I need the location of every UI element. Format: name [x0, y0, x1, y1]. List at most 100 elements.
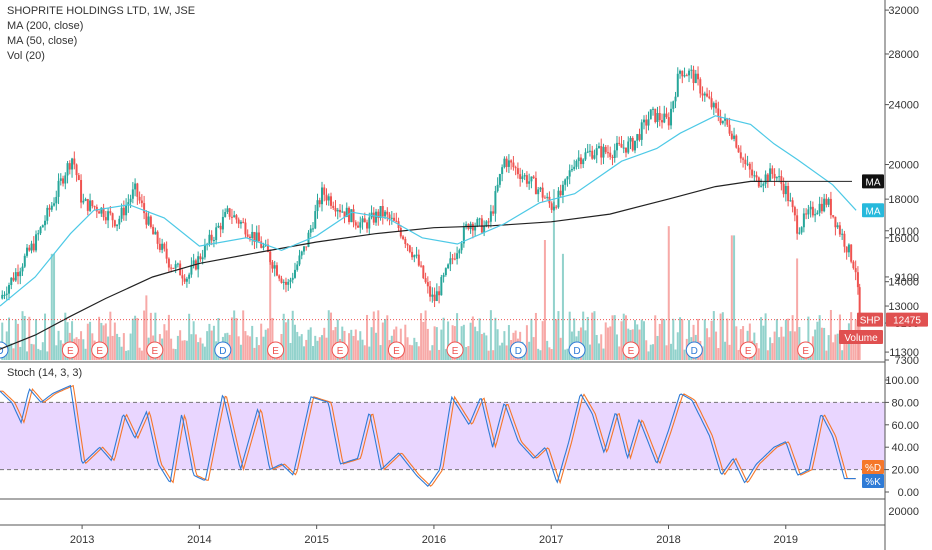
volume-bar: [735, 326, 738, 360]
candle-body: [291, 277, 294, 280]
candle-body: [474, 225, 477, 231]
candle-body: [746, 163, 749, 165]
volume-bar: [71, 321, 74, 360]
candle-body: [492, 211, 495, 214]
volume-bar: [426, 328, 429, 360]
volume-bar: [188, 313, 191, 360]
volume-bar: [796, 258, 799, 360]
volume-bar: [591, 312, 594, 360]
stoch-legend[interactable]: Stoch (14, 3, 3): [7, 367, 83, 379]
candle-body: [604, 146, 607, 153]
candle-body: [843, 233, 846, 247]
candle-body: [104, 217, 107, 221]
candle-body: [775, 177, 778, 179]
candle-body: [219, 225, 222, 230]
candle-body: [627, 141, 630, 153]
candle-body: [339, 209, 342, 213]
earnings-marker: [446, 341, 464, 359]
volume-bar: [289, 342, 292, 360]
volume-bar: [489, 310, 492, 360]
volume-bar: [354, 329, 357, 360]
candle-body: [321, 187, 324, 205]
candle-body: [368, 217, 371, 229]
candle-body: [631, 137, 634, 151]
event-marker-label: E: [96, 346, 103, 357]
volume-bar: [721, 312, 724, 360]
last-price-badge-text: 12475: [893, 316, 921, 327]
volume-bar: [100, 322, 103, 360]
candle-body: [404, 238, 407, 245]
candle-body: [296, 264, 299, 270]
volume-bar: [532, 337, 535, 360]
candle-body: [836, 225, 839, 228]
candle-body: [120, 207, 123, 219]
candle-body: [390, 217, 393, 219]
candle-body: [719, 117, 722, 124]
volume-bar: [429, 350, 432, 360]
candle-body: [552, 206, 555, 210]
volume-bar: [649, 344, 652, 360]
volume-bar: [384, 318, 387, 360]
candle-body: [116, 224, 119, 227]
volume-bar: [237, 336, 240, 360]
volume-bar: [843, 340, 846, 360]
volume-bar: [287, 318, 290, 360]
chart-legend: SHOPRITE HOLDINGS LTD, 1W, JSE MA (200, …: [7, 4, 195, 64]
volume-bar: [791, 315, 794, 360]
candle-body: [460, 243, 463, 251]
candle-body: [674, 96, 677, 102]
volume-bar: [253, 347, 256, 360]
candle-body: [798, 232, 801, 234]
candle-body: [640, 122, 643, 140]
volume-bar: [622, 313, 625, 360]
volume-bar: [197, 342, 200, 360]
candle-body: [375, 211, 378, 223]
candle-body: [755, 175, 758, 178]
candle-body: [429, 286, 432, 297]
volume-bar: [23, 315, 26, 360]
ma200-line: [0, 180, 763, 350]
legend-volume[interactable]: Vol (20): [7, 50, 45, 62]
candle-body: [233, 215, 236, 218]
price-badges: MA MA SHP 12475 Volume %D %K: [839, 174, 928, 488]
volume-bar: [782, 336, 785, 360]
candle-body: [201, 257, 204, 260]
candle-body: [413, 255, 416, 258]
volume-bar: [41, 342, 44, 360]
volume-bar: [823, 327, 826, 360]
candle-body: [289, 279, 292, 282]
volume-bar: [181, 340, 184, 360]
volume-bar: [417, 346, 420, 360]
candle-body: [483, 225, 486, 233]
candle-body: [809, 206, 812, 210]
volume-bar: [89, 321, 92, 360]
candle-body: [228, 208, 231, 217]
volume-bar: [134, 315, 137, 360]
earnings-marker: [622, 341, 640, 359]
candle-body: [694, 73, 697, 84]
volume-bar: [248, 336, 251, 360]
candle-body: [235, 215, 238, 220]
volume-bar: [233, 310, 236, 360]
volume-bar: [633, 319, 636, 360]
legend-ma50[interactable]: MA (50, close): [7, 35, 78, 47]
volume-bar: [323, 327, 326, 360]
volume-bar: [658, 323, 661, 360]
volume-bar: [613, 315, 616, 360]
volume-bar: [361, 339, 364, 360]
candle-body: [354, 222, 357, 226]
candle-body: [654, 108, 657, 122]
time-tick-label: 2013: [70, 534, 94, 546]
volume-bar: [64, 312, 67, 360]
candle-body: [102, 207, 105, 218]
candle-body: [415, 254, 418, 256]
candle-body: [55, 196, 58, 204]
volume-bar: [780, 326, 783, 360]
candle-body: [742, 158, 745, 160]
volume-bar: [172, 348, 175, 360]
volume-bar: [733, 235, 736, 360]
candle-body: [237, 219, 240, 224]
candle-body: [170, 267, 173, 269]
legend-ma200[interactable]: MA (200, close): [7, 20, 84, 32]
candle-body: [471, 223, 474, 231]
